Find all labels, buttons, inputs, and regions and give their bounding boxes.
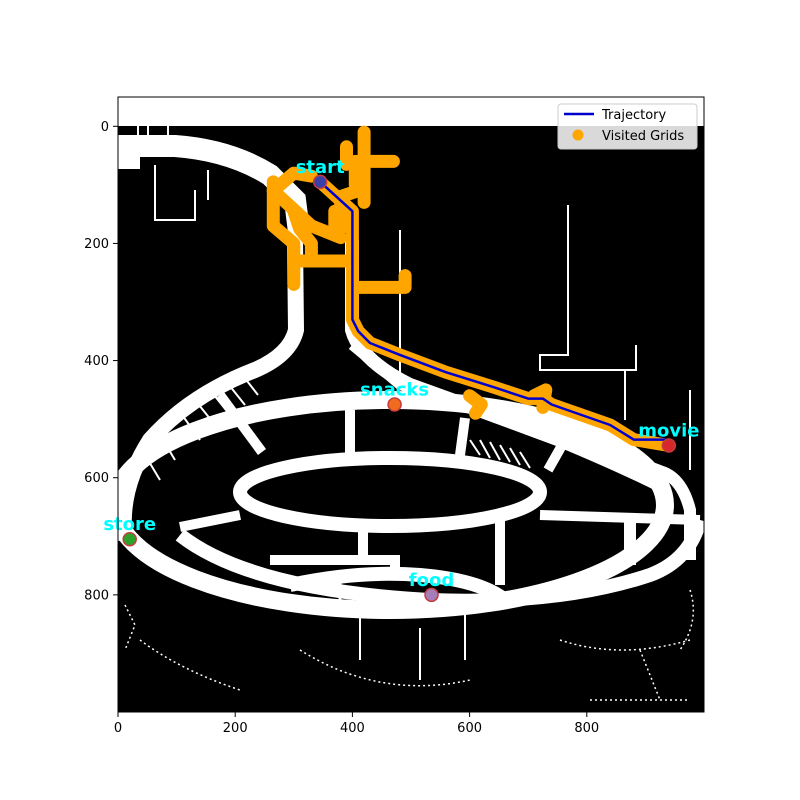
x-tick-label: 200 — [223, 721, 248, 736]
y-tick-label: 800 — [84, 588, 109, 603]
poi-label-food: food — [409, 570, 454, 591]
y-tick-label: 600 — [84, 471, 109, 486]
poi-marker-store — [122, 531, 137, 547]
plot-area: start snacks movie store food — [103, 125, 707, 712]
x-tick-label: 0 — [114, 721, 122, 736]
poi-marker-food — [424, 587, 439, 603]
poi-label-store: store — [103, 514, 156, 535]
legend-trajectory-label: Trajectory — [601, 108, 666, 123]
poi-marker-movie — [661, 438, 677, 453]
visited-grid-cells — [463, 389, 488, 420]
visited-grid-cells — [266, 166, 318, 198]
poi-marker-start — [312, 174, 328, 190]
legend: Trajectory Visited Grids — [557, 103, 698, 150]
x-tick-label: 400 — [340, 721, 365, 736]
map-background — [106, 126, 707, 712]
poi-layer: start snacks movie store food — [103, 157, 699, 603]
poi-label-movie: movie — [638, 421, 699, 442]
axes-frame — [117, 96, 705, 713]
trajectory-line — [319, 180, 669, 441]
legend-visited-swatch — [572, 129, 584, 141]
y-tick-label: 0 — [101, 120, 109, 135]
y-tick-label: 400 — [84, 354, 109, 369]
visited-grid-cells — [527, 383, 553, 414]
poi-label-start: start — [296, 157, 345, 178]
x-tick-label: 800 — [574, 721, 599, 736]
x-axis: 0 200 400 600 800 — [114, 712, 599, 736]
trajectory-layer — [319, 180, 669, 441]
y-axis: 0 200 400 600 800 — [84, 120, 118, 603]
y-tick-label: 200 — [84, 237, 109, 252]
poi-marker-snacks — [387, 397, 402, 412]
x-tick-label: 600 — [457, 721, 482, 736]
poi-label-snacks: snacks — [360, 380, 429, 401]
legend-visited-label: Visited Grids — [602, 129, 684, 144]
